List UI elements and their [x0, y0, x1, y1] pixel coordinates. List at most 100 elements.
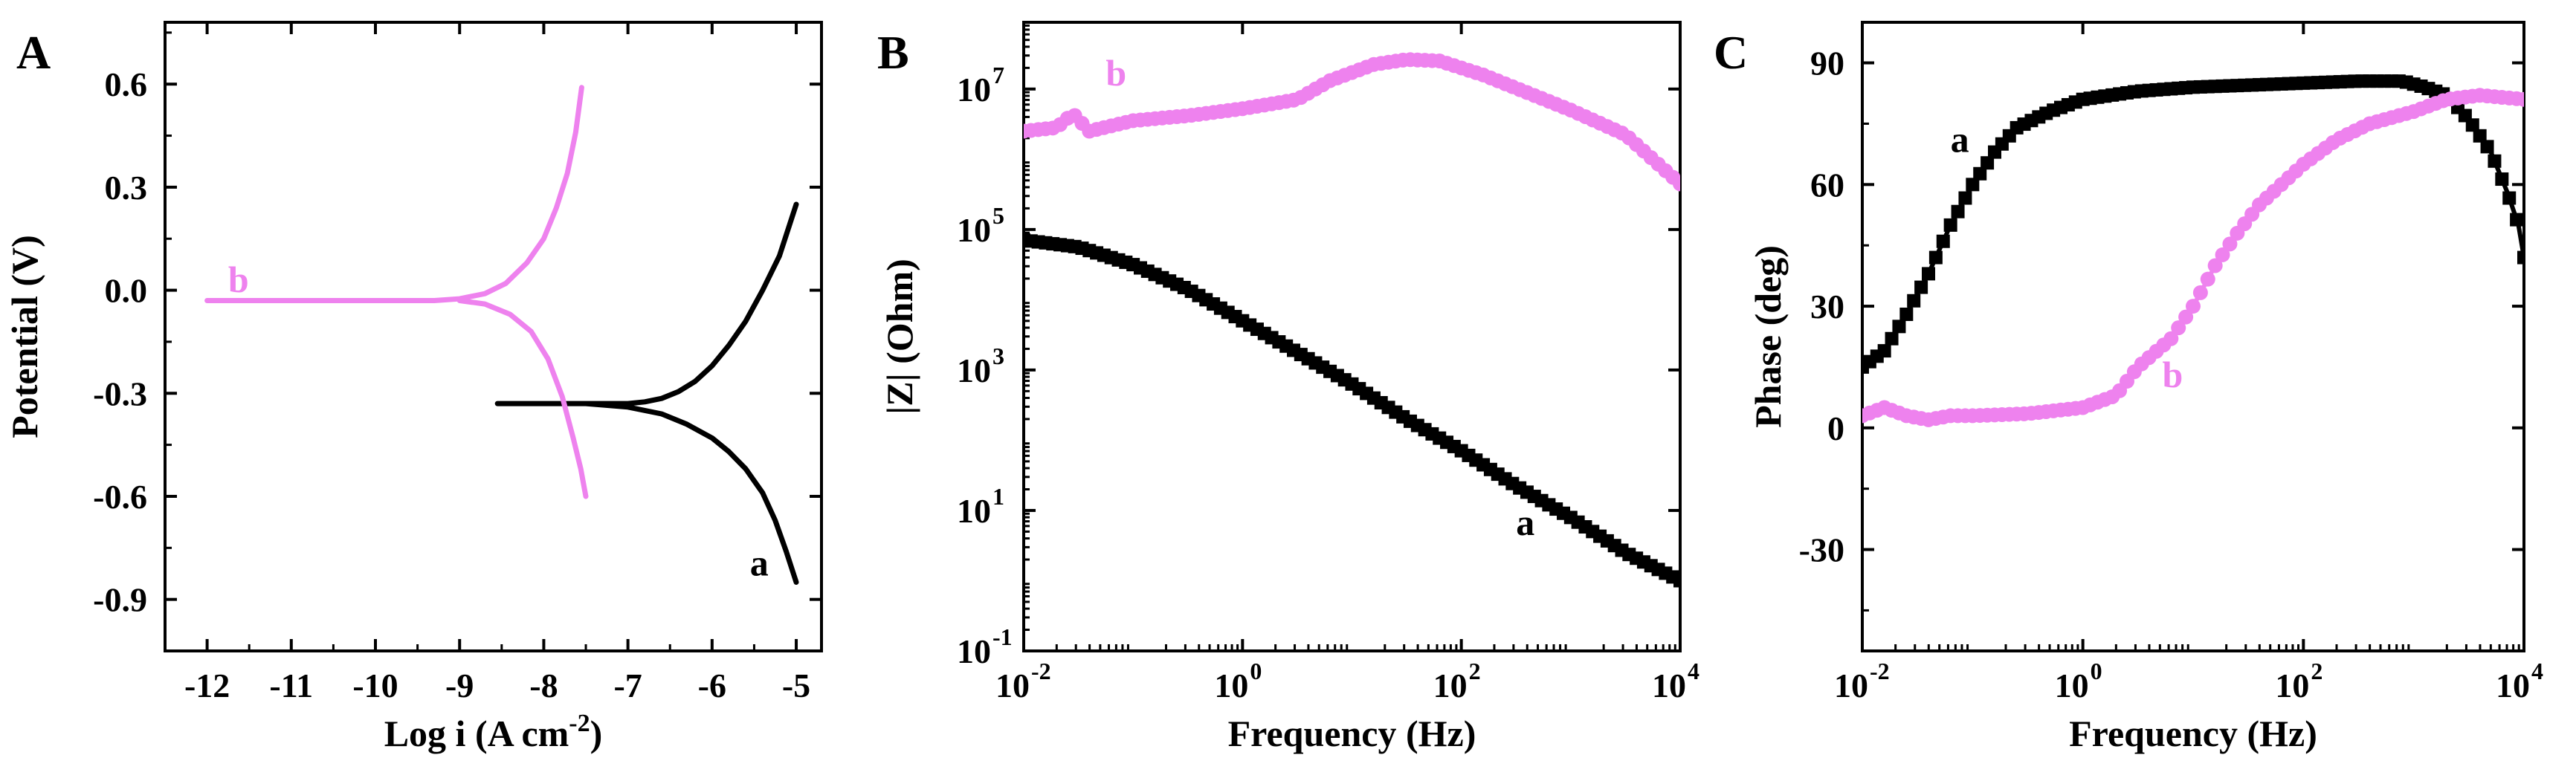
x-tick-label: 10 — [1652, 667, 1686, 704]
curve-label-a: a — [1951, 119, 1969, 161]
data-marker-a — [1914, 280, 1928, 294]
data-marker-a — [1922, 267, 1935, 281]
panel-label: B — [877, 26, 909, 79]
y-axis-label: |Z| (Ohm) — [879, 259, 920, 415]
data-marker-a — [1966, 178, 1980, 192]
data-marker-a — [1899, 307, 1914, 321]
y-tick-label: 0.3 — [105, 169, 148, 207]
data-marker-b — [1673, 176, 1680, 192]
curve-label-a: a — [1516, 502, 1534, 543]
y-tick-exponent: -1 — [992, 623, 1013, 650]
data-marker-b — [2200, 271, 2215, 287]
y-tick-label: 10 — [957, 71, 991, 108]
x-tick-label: -11 — [269, 667, 313, 704]
data-marker-a — [2480, 140, 2494, 154]
data-marker-b — [2186, 299, 2201, 314]
data-marker-a — [2465, 118, 2479, 132]
y-tick-label: 10 — [957, 211, 991, 249]
x-tick-exponent: 0 — [1250, 658, 1262, 684]
y-tick-label: -0.9 — [93, 581, 147, 619]
data-marker-b — [2207, 258, 2223, 273]
data-marker-a — [1892, 320, 1906, 334]
x-tick-label: 10 — [2275, 667, 2309, 704]
panel-label: C — [1714, 26, 1748, 79]
x-axis-label-superscript: -2 — [569, 710, 590, 737]
data-marker-a — [1907, 294, 1921, 308]
series-b — [1024, 52, 1680, 192]
curve-label-b: b — [1105, 52, 1126, 94]
x-tick-label: -5 — [782, 667, 810, 704]
y-tick-exponent: 1 — [992, 483, 1004, 510]
data-marker-b — [2215, 247, 2230, 262]
panel-a: A -12 -11 -10 -9 -8 -7 -6 -5 0.6 0.3 0.0 -0.3 -0.6 -0.… — [4, 21, 823, 754]
data-marker-b — [2517, 91, 2524, 107]
x-tick-exponent: 2 — [2311, 658, 2322, 684]
data-marker-a — [2495, 172, 2509, 187]
x-axis-label-close: ) — [590, 713, 603, 754]
x-tick-label: -7 — [613, 667, 642, 704]
data-marker-a — [1973, 166, 1987, 181]
y-tick-label: -0.6 — [93, 478, 147, 516]
x-tick-label: -8 — [529, 667, 558, 704]
curve-label-a: a — [750, 542, 769, 583]
data-marker-a — [1673, 574, 1680, 588]
x-tick-exponent: 4 — [2531, 658, 2543, 684]
panel-label: A — [16, 26, 51, 79]
data-marker-a — [1877, 344, 1891, 358]
y-axis-label: Potential (V) — [4, 235, 45, 438]
y-tick-exponent: 5 — [992, 202, 1004, 229]
data-marker-b — [2178, 309, 2194, 325]
x-tick-label: -10 — [352, 667, 398, 704]
x-tick-exponent: 0 — [2091, 658, 2102, 684]
x-axis-label: Frequency (Hz) — [2069, 713, 2317, 754]
x-axis-label: Log i (A cm-2) — [384, 710, 603, 754]
data-marker-a — [1981, 156, 1995, 170]
x-tick-label: -9 — [445, 667, 474, 704]
data-marker-a — [1958, 191, 1972, 205]
y-tick-label: -30 — [1799, 531, 1844, 569]
data-marker-a — [2517, 250, 2524, 265]
data-marker-b — [2163, 331, 2179, 346]
y-tick-exponent: 7 — [992, 62, 1004, 88]
y-tick-label: 0.6 — [105, 65, 148, 103]
x-tick-exponent: -2 — [1031, 658, 1051, 684]
plot-frame — [164, 21, 823, 652]
curve-label-b: b — [2162, 354, 2183, 395]
data-marker-b — [2192, 285, 2208, 300]
x-axis-label: Frequency (Hz) — [1228, 713, 1476, 754]
series-b — [204, 85, 589, 499]
data-marker-a — [2473, 129, 2487, 143]
y-axis-label: Phase (deg) — [1747, 245, 1789, 428]
x-tick-label: -6 — [698, 667, 726, 704]
x-tick-label: 10 — [1214, 667, 1248, 704]
y-tick-label: 0.0 — [105, 272, 148, 310]
x-tick-label: 10 — [1433, 667, 1468, 704]
data-marker-b — [2171, 320, 2186, 336]
y-tick-label: 10 — [957, 492, 991, 530]
data-marker-a — [2510, 213, 2524, 227]
data-marker-a — [2488, 154, 2502, 168]
x-tick-label: 10 — [995, 667, 1030, 704]
series-line-b — [204, 85, 589, 499]
x-tick-label: 10 — [2055, 667, 2089, 704]
data-marker-b — [2222, 236, 2238, 252]
y-tick-label: 0 — [1827, 409, 1844, 447]
x-tick-exponent: 4 — [1688, 658, 1699, 684]
x-tick-label: 10 — [2496, 667, 2530, 704]
x-tick-label: 10 — [1834, 667, 1868, 704]
data-marker-a — [1943, 218, 1957, 232]
plot-frame — [1861, 21, 2525, 652]
x-tick-label: -12 — [184, 667, 230, 704]
y-tick-label: 60 — [1810, 166, 1844, 204]
data-marker-a — [1928, 250, 1943, 265]
y-tick-label: 30 — [1810, 288, 1844, 325]
y-tick-label: 90 — [1810, 45, 1844, 82]
series-line-a — [494, 201, 799, 585]
x-tick-exponent: -2 — [1870, 658, 1890, 684]
series-b — [1862, 88, 2524, 427]
data-marker-a — [2502, 191, 2517, 205]
series-a — [1024, 233, 1680, 588]
series-a — [494, 201, 799, 585]
